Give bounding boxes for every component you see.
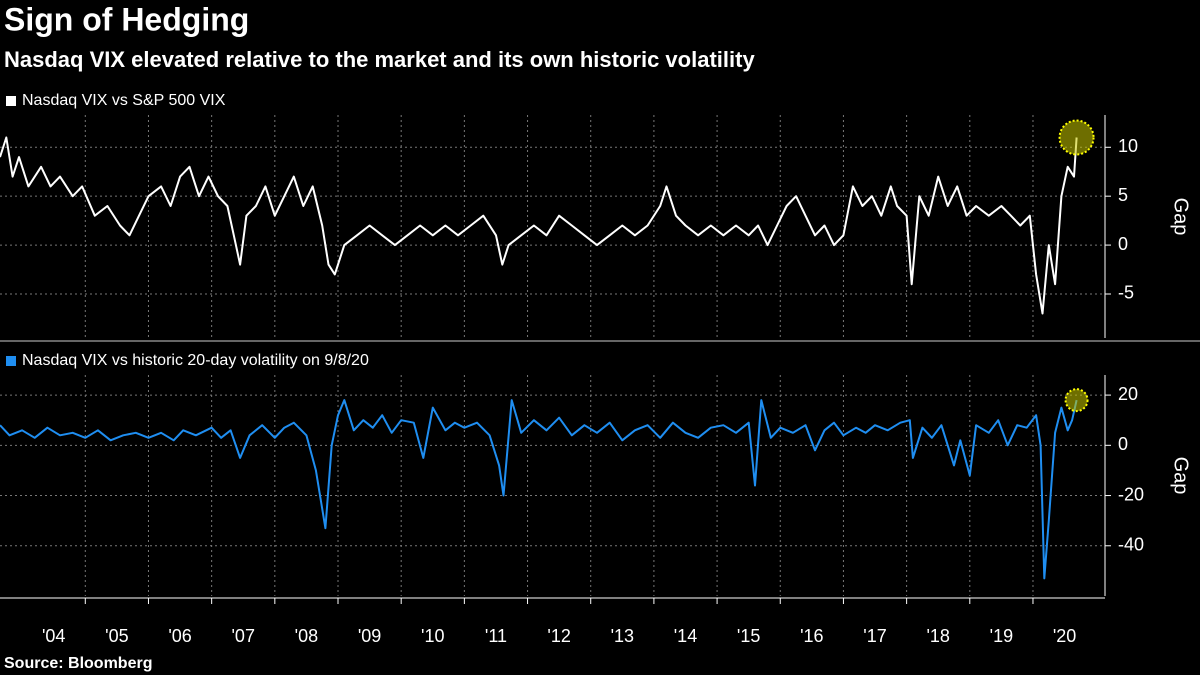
x-tick-label: '16 [800,626,823,646]
series-line [0,136,1078,315]
x-tick-label: '12 [547,626,570,646]
y-tick-label: 0 [1118,234,1128,254]
x-tick-label: '08 [295,626,318,646]
chart-subtitle: Nasdaq VIX elevated relative to the mark… [4,47,755,72]
y-tick-label: -20 [1118,484,1144,504]
legend-swatch [6,356,16,366]
highlight-circle [1058,119,1095,156]
x-tick-label: '05 [105,626,128,646]
legend-label: Nasdaq VIX vs S&P 500 VIX [22,92,226,109]
y-tick-label: 10 [1118,136,1138,156]
legend-label: Nasdaq VIX vs historic 20-day volatility… [22,352,369,369]
y-tick-label: 0 [1118,434,1128,454]
x-tick-label: '13 [611,626,634,646]
x-tick-label: '17 [863,626,886,646]
x-tick-label: '09 [358,626,381,646]
y-axis-label: Gap [1170,198,1192,236]
x-tick-label: '04 [42,626,65,646]
x-tick-label: '11 [485,626,507,646]
source: Source: Bloomberg [4,655,152,672]
y-tick-label: 5 [1118,185,1128,205]
x-tick-label: '07 [232,626,255,646]
series-line [0,399,1078,580]
legend-swatch [6,96,16,106]
x-tick-label: '14 [674,626,697,646]
x-tick-label: '06 [168,626,191,646]
chart-title: Sign of Hedging [4,1,249,37]
x-tick-label: '18 [926,626,949,646]
y-axis-label: Gap [1170,457,1192,495]
x-tick-label: '10 [421,626,444,646]
y-tick-label: -5 [1118,283,1134,303]
y-tick-label: 20 [1118,384,1138,404]
x-tick-label: '20 [1053,626,1076,646]
highlight-circle [1064,388,1089,413]
y-tick-label: -40 [1118,535,1144,555]
x-tick-label: '19 [990,626,1013,646]
x-tick-label: '15 [737,626,760,646]
